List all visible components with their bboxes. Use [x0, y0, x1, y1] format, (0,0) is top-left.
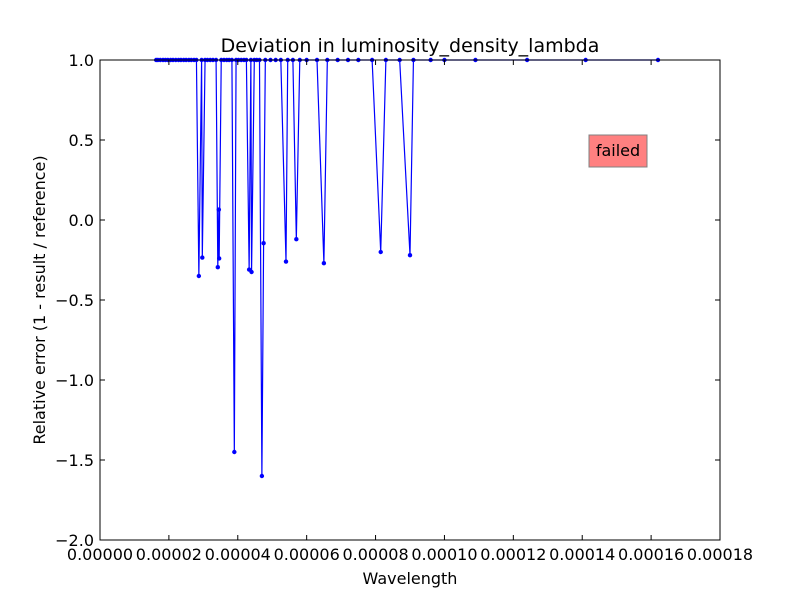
plot-frame — [99, 59, 721, 541]
data-point — [196, 273, 202, 279]
data-point — [407, 253, 413, 258]
x-tick-label: 0.00006 — [274, 545, 340, 564]
x-tick-label: 0.00016 — [618, 545, 684, 564]
data-point — [294, 237, 299, 242]
status-badge-box — [588, 134, 648, 168]
x-tick-label: 0.00010 — [411, 545, 477, 564]
y-axis-label: Relative error (1 - result / reference) — [30, 155, 49, 444]
data-point — [216, 256, 222, 261]
data-point — [259, 473, 265, 479]
ticks-layer: 0.00000 0.00002 0.00004 0.00006 0.00008 0.000… — [55, 51, 753, 564]
y-tick-label: −0.5 — [55, 291, 94, 310]
status-badge-label: failed — [596, 141, 640, 160]
y-tick-label: 0.0 — [69, 211, 94, 230]
data-point — [249, 269, 254, 275]
y-tick-label: −1.0 — [55, 371, 94, 390]
y-tick-label: −1.5 — [55, 451, 94, 470]
data-point — [321, 261, 327, 266]
x-tick-label: 0.00004 — [205, 545, 271, 564]
x-tick-label: 0.00008 — [342, 545, 408, 564]
plot-background — [100, 60, 720, 540]
data-point — [232, 449, 237, 455]
data-point — [216, 207, 222, 212]
x-axis-label: Wavelength — [363, 569, 458, 588]
data-point — [215, 265, 220, 270]
x-tick-label: 0.00018 — [687, 545, 753, 564]
status-badge: failed — [588, 134, 648, 168]
y-tick-label: 1.0 — [69, 51, 94, 70]
y-tick-label: −2.0 — [55, 531, 94, 550]
chart-title: Deviation in luminosity_density_lambda — [221, 35, 600, 57]
data-point — [261, 241, 266, 246]
x-tick-label: 0.00012 — [480, 545, 546, 564]
x-tick-label: 0.00002 — [136, 545, 202, 564]
y-tick-label: 0.5 — [69, 131, 94, 150]
data-point — [283, 259, 289, 264]
x-tick-label: 0.00000 — [67, 545, 133, 564]
x-tick-label: 0.00014 — [549, 545, 615, 564]
data-point — [200, 255, 205, 260]
data-point — [378, 249, 383, 255]
